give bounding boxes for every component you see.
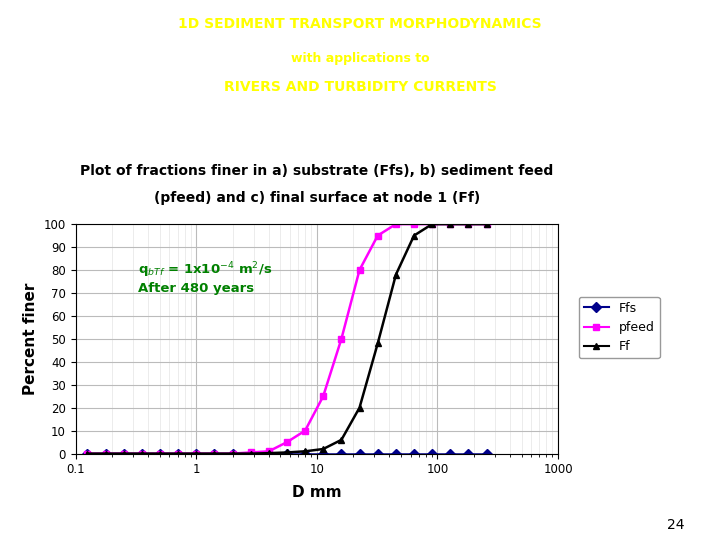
pfeed	[428, 221, 436, 227]
pfeed	[337, 335, 346, 342]
Ffs	[102, 450, 110, 457]
Ffs	[355, 450, 364, 457]
pfeed	[482, 221, 491, 227]
Ff	[210, 450, 219, 457]
Ff	[482, 221, 491, 227]
Ffs	[264, 450, 273, 457]
Legend: Ffs, pfeed, Ff: Ffs, pfeed, Ff	[579, 296, 660, 358]
Ffs	[83, 450, 91, 457]
Ffs	[337, 450, 346, 457]
pfeed	[374, 232, 382, 239]
Text: 24: 24	[667, 518, 684, 532]
Ffs	[246, 450, 255, 457]
pfeed	[319, 393, 328, 400]
Ffs	[410, 450, 418, 457]
Ffs	[120, 450, 128, 457]
Ffs	[192, 450, 200, 457]
Ff	[446, 221, 454, 227]
Ff	[83, 450, 91, 457]
X-axis label: D mm: D mm	[292, 485, 341, 500]
Text: q$_{bTf}$ = 1x10$^{-4}$ m$^{2}$/s
After 480 years: q$_{bTf}$ = 1x10$^{-4}$ m$^{2}$/s After …	[138, 261, 273, 295]
Line: pfeed: pfeed	[84, 221, 490, 457]
Ffs	[464, 450, 473, 457]
Ff	[120, 450, 128, 457]
Ffs	[156, 450, 164, 457]
Ff	[228, 450, 237, 457]
Ff	[138, 450, 146, 457]
Ffs	[319, 450, 328, 457]
Ff	[174, 450, 182, 457]
Text: © Gary Parker November, 2004: © Gary Parker November, 2004	[277, 117, 443, 127]
Ffs	[228, 450, 237, 457]
Ffs	[446, 450, 454, 457]
pfeed	[138, 450, 146, 457]
pfeed	[246, 449, 255, 456]
pfeed	[301, 428, 310, 434]
Ff	[319, 446, 328, 453]
Ff	[355, 404, 364, 411]
Ffs	[482, 450, 491, 457]
Text: (pfeed) and c) final surface at node 1 (Ff): (pfeed) and c) final surface at node 1 (…	[153, 191, 480, 205]
Ffs	[210, 450, 219, 457]
Text: RIVERS AND TURBIDITY CURRENTS: RIVERS AND TURBIDITY CURRENTS	[224, 80, 496, 94]
pfeed	[264, 448, 273, 455]
Line: Ff: Ff	[84, 221, 490, 457]
Ff	[246, 450, 255, 457]
Ff	[428, 221, 436, 227]
pfeed	[283, 439, 292, 446]
Y-axis label: Percent finer: Percent finer	[23, 282, 38, 395]
Ffs	[301, 450, 310, 457]
pfeed	[120, 450, 128, 457]
pfeed	[210, 450, 219, 457]
Ff	[374, 340, 382, 347]
Ffs	[392, 450, 400, 457]
Ff	[192, 450, 200, 457]
Ff	[392, 272, 400, 278]
Ff	[283, 449, 292, 456]
pfeed	[174, 450, 182, 457]
pfeed	[192, 450, 200, 457]
pfeed	[410, 221, 418, 227]
Ffs	[428, 450, 436, 457]
Ff	[410, 232, 418, 239]
Ff	[301, 448, 310, 455]
Ff	[464, 221, 473, 227]
pfeed	[228, 450, 237, 457]
Ffs	[174, 450, 182, 457]
Text: 1D SEDIMENT TRANSPORT MORPHODYNAMICS: 1D SEDIMENT TRANSPORT MORPHODYNAMICS	[178, 17, 542, 31]
pfeed	[156, 450, 164, 457]
Ff	[102, 450, 110, 457]
Text: Plot of fractions finer in a) substrate (Ffs), b) sediment feed: Plot of fractions finer in a) substrate …	[80, 164, 554, 178]
Ff	[264, 450, 273, 456]
Ffs	[374, 450, 382, 457]
Ff	[156, 450, 164, 457]
pfeed	[446, 221, 454, 227]
Line: Ffs: Ffs	[84, 450, 490, 457]
pfeed	[355, 267, 364, 273]
Text: with applications to: with applications to	[291, 51, 429, 64]
pfeed	[392, 221, 400, 227]
Ffs	[138, 450, 146, 457]
Ffs	[283, 450, 292, 457]
pfeed	[464, 221, 473, 227]
pfeed	[102, 450, 110, 457]
Ff	[337, 436, 346, 443]
pfeed	[83, 450, 91, 457]
